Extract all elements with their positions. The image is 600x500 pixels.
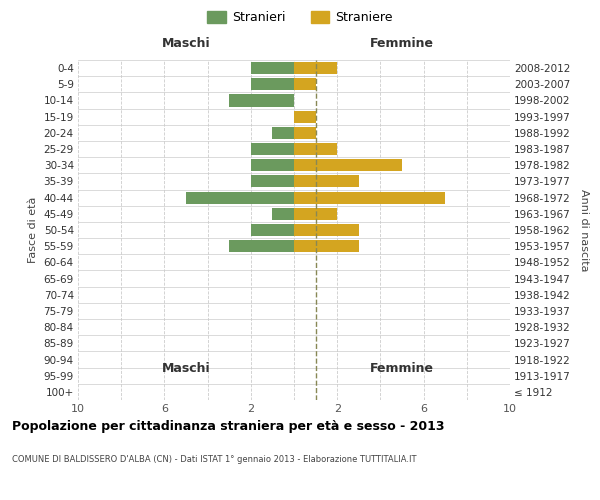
Bar [294,110,316,122]
Bar [294,62,337,74]
Bar [272,127,294,139]
Text: Maschi: Maschi [161,37,211,50]
Text: Popolazione per cittadinanza straniera per età e sesso - 2013: Popolazione per cittadinanza straniera p… [12,420,445,433]
Text: COMUNE DI BALDISSERO D'ALBA (CN) - Dati ISTAT 1° gennaio 2013 - Elaborazione TUT: COMUNE DI BALDISSERO D'ALBA (CN) - Dati … [12,455,416,464]
Bar [294,208,337,220]
Bar [251,224,294,236]
Bar [251,78,294,90]
Text: Femmine: Femmine [370,37,434,50]
Bar [294,240,359,252]
Bar [294,192,445,203]
Legend: Stranieri, Straniere: Stranieri, Straniere [202,6,398,29]
Bar [229,94,294,106]
Bar [272,208,294,220]
Bar [229,240,294,252]
Text: Femmine: Femmine [370,362,434,375]
Bar [186,192,294,203]
Bar [294,224,359,236]
Bar [251,143,294,155]
Bar [294,159,402,172]
Bar [251,176,294,188]
Text: Maschi: Maschi [161,362,211,375]
Y-axis label: Anni di nascita: Anni di nascita [579,188,589,271]
Y-axis label: Fasce di età: Fasce di età [28,197,38,263]
Bar [251,62,294,74]
Bar [294,176,359,188]
Bar [251,159,294,172]
Bar [294,143,337,155]
Bar [294,78,316,90]
Bar [294,127,316,139]
